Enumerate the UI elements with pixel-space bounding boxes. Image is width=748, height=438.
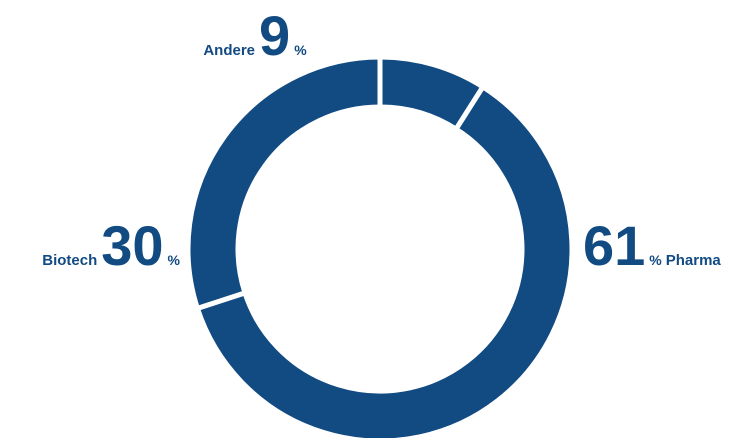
category-name: Pharma xyxy=(666,252,722,269)
unit-label: % xyxy=(649,252,662,268)
segment-label: 61% Pharma xyxy=(583,214,721,277)
category-name: Andere xyxy=(203,42,255,59)
donut-segment xyxy=(185,54,383,312)
segment-label: Biotech30% xyxy=(42,214,180,277)
value-label: 9 xyxy=(259,4,290,67)
segment-label: Andere9% xyxy=(203,4,307,67)
value-label: 61 xyxy=(583,214,645,277)
unit-label: % xyxy=(168,252,181,268)
value-label: 30 xyxy=(101,214,163,277)
category-name: Biotech xyxy=(42,252,97,269)
donut-segment xyxy=(194,83,575,438)
unit-label: % xyxy=(294,42,307,58)
